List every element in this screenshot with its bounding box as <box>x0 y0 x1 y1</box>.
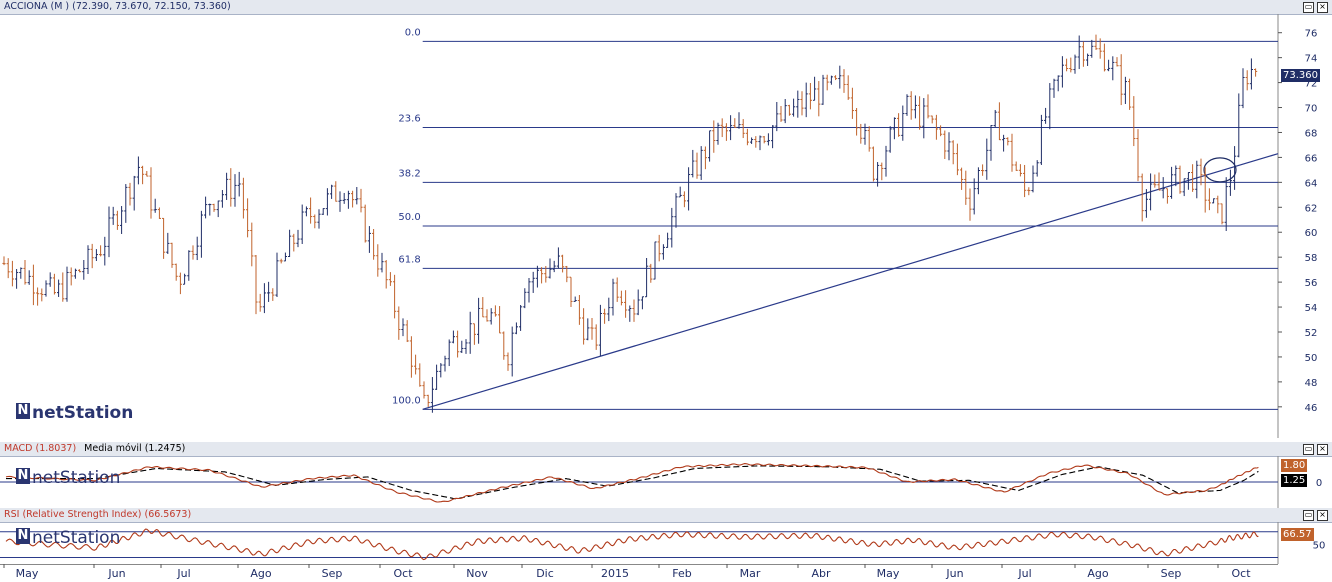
y-tick-label: 62 <box>1305 203 1318 214</box>
restore-icon[interactable]: ▭ <box>1303 510 1314 521</box>
month-label: May <box>16 567 39 580</box>
rsi-value-tag: 66.57 <box>1281 528 1314 541</box>
month-label: Oct <box>393 567 413 580</box>
macd-panel-titlebar: MACD (1.8037) Media móvil (1.2475) ▭ × <box>0 442 1332 457</box>
rsi-line <box>5 528 1259 561</box>
restore-icon[interactable]: ▭ <box>1303 2 1314 13</box>
macd-zero-label: 0 <box>1316 478 1322 489</box>
month-label: May <box>877 567 900 580</box>
fib-level-label: 38.2 <box>398 168 420 179</box>
month-label: Jul <box>176 567 190 580</box>
macd-panel-title: MACD (1.8037) Media móvil (1.2475) <box>4 443 186 454</box>
price-panel-title: ACCIONA (M ) (72.390, 73.670, 72.150, 73… <box>4 1 231 12</box>
macd-value-tag: 1.80 <box>1281 459 1308 472</box>
fib-level-label: 61.8 <box>398 254 420 265</box>
y-tick-label: 68 <box>1305 128 1318 139</box>
macd-line <box>5 463 1259 503</box>
y-tick-label: 58 <box>1305 253 1318 264</box>
signal-value-tag: 1.25 <box>1281 474 1308 487</box>
macd-chart: 0 <box>0 456 1322 508</box>
y-tick-label: 66 <box>1305 153 1318 164</box>
y-tick-label: 54 <box>1305 303 1318 314</box>
close-icon[interactable]: × <box>1317 444 1328 455</box>
signal-line <box>6 465 1259 500</box>
netstation-logo-icon: N <box>16 468 30 484</box>
month-label: Jun <box>107 567 125 580</box>
close-icon[interactable]: × <box>1317 510 1328 521</box>
month-label: Oct <box>1231 567 1251 580</box>
month-label: Sep <box>1161 567 1182 580</box>
month-label: Dic <box>536 567 554 580</box>
y-tick-label: 60 <box>1305 228 1318 239</box>
y-tick-label: 74 <box>1305 54 1318 65</box>
y-tick-label: 56 <box>1305 278 1318 289</box>
price-chart: 46 48 50 52 54 56 58 60 62 64 66 68 70 72 74 76 0.0 23.6 3… <box>2 14 1318 438</box>
month-label: Jun <box>945 567 963 580</box>
y-tick-label: 70 <box>1305 104 1318 115</box>
restore-icon[interactable]: ▭ <box>1303 444 1314 455</box>
rsi-panel: RSI (Relative Strength Index) (66.5673) … <box>0 508 1332 564</box>
month-label: 2015 <box>601 567 629 580</box>
month-label: Sep <box>322 567 343 580</box>
last-price-tag: 73.360 <box>1281 69 1320 82</box>
y-tick-label: 52 <box>1305 328 1318 339</box>
month-label: Jul <box>1017 567 1031 580</box>
month-label: Ago <box>250 567 272 580</box>
month-label: Nov <box>466 567 488 580</box>
month-label: Abr <box>811 567 831 580</box>
y-tick-label: 46 <box>1305 403 1318 414</box>
price-panel: ACCIONA (M ) (72.390, 73.670, 72.150, 73… <box>0 0 1332 438</box>
y-tick-label: 76 <box>1305 29 1318 40</box>
fib-level-label: 50.0 <box>398 212 420 223</box>
y-tick-label: 50 <box>1305 353 1318 364</box>
macd-panel: MACD (1.8037) Media móvil (1.2475) ▭ × 0 … <box>0 442 1332 508</box>
rsi-panel-titlebar: RSI (Relative Strength Index) (66.5673) … <box>0 508 1332 523</box>
netstation-logo-icon: N <box>16 403 30 419</box>
price-panel-titlebar: ACCIONA (M ) (72.390, 73.670, 72.150, 73… <box>0 0 1332 15</box>
trend-line <box>422 153 1279 410</box>
rsi-level-label: 50 <box>1313 541 1326 552</box>
fib-level-label: 23.6 <box>398 113 420 124</box>
netstation-logo-icon: N <box>16 528 30 544</box>
date-axis: May Jun Jul Ago Sep Oct Nov Dic 2015 Feb Mar Abr May… <box>0 564 1278 580</box>
month-label: Mar <box>740 567 761 580</box>
annotation-circle <box>1203 157 1237 183</box>
fib-level-label: 0.0 <box>405 27 421 38</box>
y-tick-label: 72 <box>1305 79 1318 90</box>
y-tick-label: 48 <box>1305 378 1318 389</box>
rsi-chart: 50 <box>0 522 1326 564</box>
y-tick-label: 64 <box>1305 178 1318 189</box>
rsi-panel-title: RSI (Relative Strength Index) (66.5673) <box>4 509 192 520</box>
fib-level-label: 100.0 <box>392 395 421 406</box>
close-icon[interactable]: × <box>1317 2 1328 13</box>
month-label: Feb <box>672 567 691 580</box>
month-label: Ago <box>1087 567 1109 580</box>
